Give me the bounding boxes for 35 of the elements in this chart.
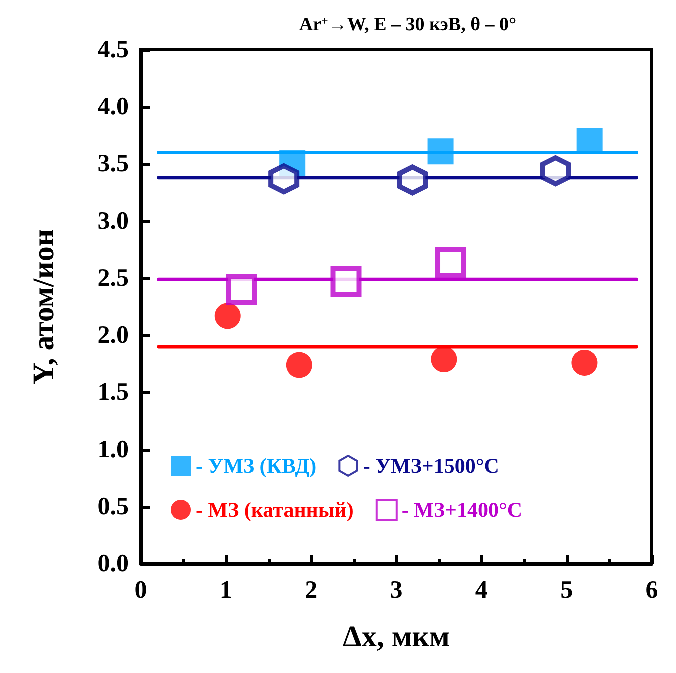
y-tick-label: 4.0	[98, 94, 129, 121]
y-axis-title: Y, атом/ион	[28, 229, 60, 385]
y-tick-label: 1.5	[98, 379, 129, 406]
y-tick-label: 4.5	[98, 36, 129, 64]
point	[330, 266, 362, 298]
point	[397, 164, 428, 196]
point	[286, 352, 312, 378]
x-tick-label: 1	[220, 577, 232, 604]
legend-label: - УМЗ+1500°C	[363, 454, 500, 478]
x-tick-label: 4	[475, 577, 488, 604]
x-tick-label: 0	[134, 577, 148, 604]
y-tick-label: 0.5	[98, 493, 129, 520]
point	[572, 350, 598, 376]
point	[226, 274, 257, 306]
y-tick-label: 2.5	[98, 264, 129, 292]
legend-label: - МЗ (катанный)	[196, 498, 354, 522]
legend-label: - МЗ+1400°C	[402, 498, 523, 522]
y-tick-label: 1.0	[98, 436, 129, 464]
x-tick-label: 5	[560, 577, 574, 604]
chart-title: Ar+→W, E – 30 кэВ, θ – 0°	[299, 14, 517, 36]
y-tick-label: 2.0	[98, 322, 129, 350]
point	[431, 346, 458, 373]
x-axis-title: Δx, мкм	[343, 620, 450, 654]
legend-label: - УМЗ (КВД)	[196, 454, 317, 478]
x-tick-label: 6	[646, 577, 658, 604]
point	[214, 303, 241, 330]
point	[268, 164, 300, 195]
point	[436, 246, 467, 278]
x-tick-label: 2	[305, 577, 318, 604]
point	[540, 156, 572, 187]
y-tick-label: 3.0	[98, 208, 129, 235]
y-tick-label: 0.0	[98, 550, 129, 578]
point	[428, 138, 454, 165]
y-tick-label: 3.5	[98, 150, 129, 178]
x-tick-label: 3	[390, 577, 403, 604]
